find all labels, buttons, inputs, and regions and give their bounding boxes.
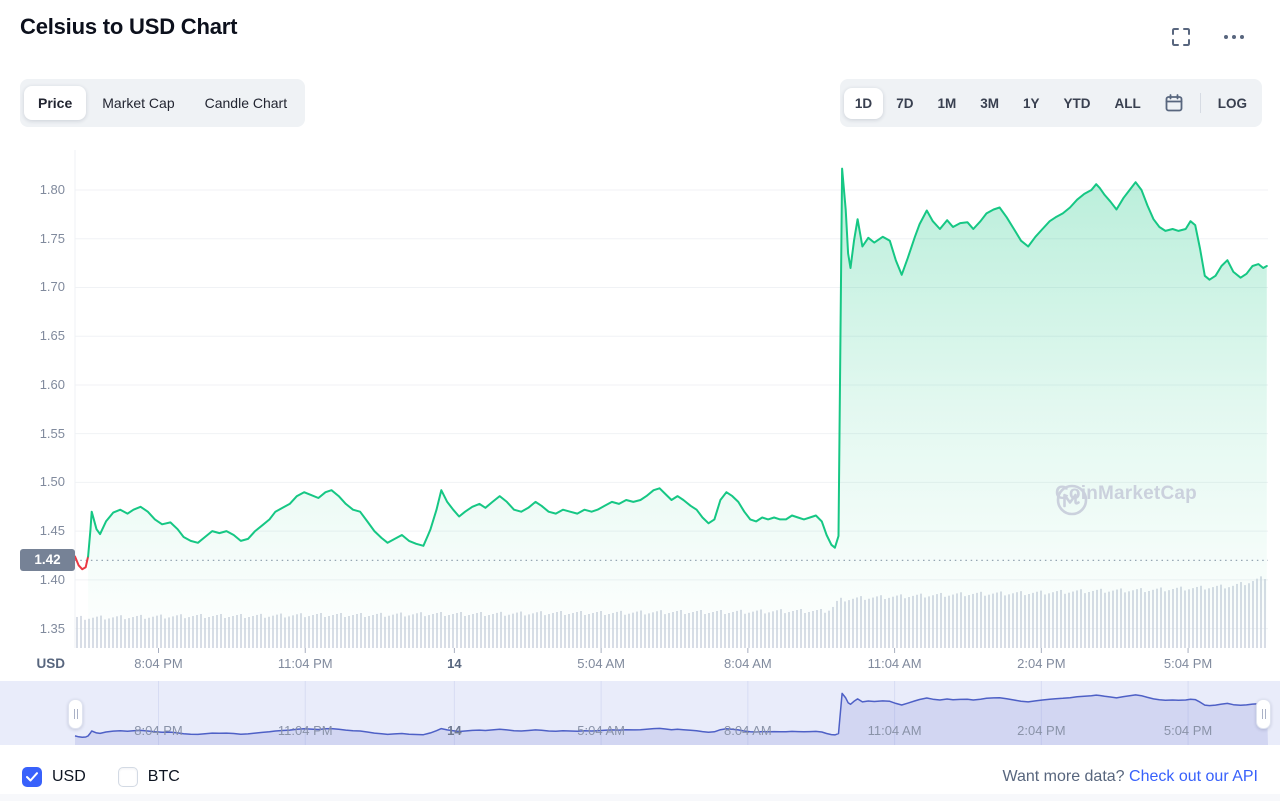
divider [1199,93,1201,113]
navigator-tick-label: 11:04 AM [867,723,922,738]
chart-controls: Price Market Cap Candle Chart 1D 7D 1M 3M 1Y YT… [20,79,1262,127]
currency-label: USD [52,768,86,785]
price-chart-svg [74,150,1268,653]
checked-checkbox-icon[interactable] [22,767,42,787]
chart-footer: USD BTC Want more data? Check out our API [22,758,1258,796]
navigator-right-handle[interactable] [1256,699,1271,729]
x-tick-label: 11:04 AM [867,656,922,671]
coinmarketcap-logo-icon [1056,484,1088,516]
range-7d[interactable]: 7D [885,88,924,119]
range-tabs: 1D 7D 1M 3M 1Y YTD ALL LOG [839,79,1262,127]
navigator-tick-label: 5:04 PM [1163,723,1213,738]
unchecked-checkbox-icon[interactable] [117,767,138,787]
x-tick-label: 2:04 PM [1017,656,1066,671]
currency-toggle-usd[interactable]: USD [22,767,86,787]
currency-toggles: USD BTC [22,767,180,787]
navigator-tick-label: 2:04 PM [1017,723,1066,738]
range-3m[interactable]: 3M [969,88,1010,119]
current-price-badge: 1.42 [20,549,75,572]
x-tick-label: 5:04 AM [577,656,625,671]
currency-toggle-btc[interactable]: BTC [117,767,180,787]
range-1y[interactable]: 1Y [1012,88,1051,119]
log-scale-toggle[interactable]: LOG [1207,88,1258,119]
y-tick-label: 1.35 [39,620,65,636]
x-tick-label: 11:04 PM [277,656,333,671]
navigator-tick-label: 5:04 AM [577,723,625,738]
x-tick-label: 8:04 PM [134,656,183,671]
range-1d[interactable]: 1D [843,87,884,119]
y-tick-label: 1.60 [39,376,65,392]
tab-market-cap[interactable]: Market Cap [88,86,188,120]
fullscreen-icon[interactable] [1170,26,1192,48]
navigator-tick-label: 8:04 AM [723,723,772,738]
cta-text: Want more data? [1002,768,1125,785]
range-ytd[interactable]: YTD [1053,88,1102,119]
chart-navigator[interactable]: 8:04 PM 11:04 PM 14 5:04 AM 8:04 AM 11:04 AM 2… [0,681,1280,745]
watermark-text: CoinMarketCap [1055,483,1197,504]
x-tick-label: 5:04 PM [1163,656,1213,671]
navigator-tick-label: 14 [447,723,462,738]
page-title: Celsius to USD Chart [20,14,238,39]
tab-candle-chart[interactable]: Candle Chart [191,86,302,120]
watermark: CoinMarketCap [1055,483,1197,516]
x-tick-label: 8:04 AM [723,656,772,671]
y-tick-label: 1.50 [39,474,65,490]
y-tick-label: 1.55 [39,425,65,441]
axis-unit-label: USD [36,656,65,671]
section-divider [0,794,1280,801]
navigator-tick-label: 8:04 PM [134,723,183,738]
api-link[interactable]: Check out our API [1129,768,1258,785]
range-all[interactable]: ALL [1104,88,1152,119]
tab-price[interactable]: Price [24,86,87,120]
y-tick-label: 1.75 [39,230,65,246]
x-tick-label: 14 [447,656,462,671]
currency-label: BTC [147,768,180,785]
main-chart: 1.80 1.75 1.70 1.65 1.60 1.55 1.50 1.45 1.40 1.35… [0,150,1280,681]
y-tick-label: 1.45 [39,523,65,539]
range-1m[interactable]: 1M [926,88,967,119]
calendar-icon[interactable] [1154,87,1194,119]
y-tick-label: 1.70 [39,279,65,295]
navigator-tick-label: 11:04 PM [277,723,333,738]
chart-type-tabs: Price Market Cap Candle Chart [20,79,306,127]
y-tick-label: 1.40 [39,571,65,587]
y-tick-label: 1.65 [39,328,65,344]
navigator-left-handle[interactable] [68,699,83,729]
api-cta: Want more data? Check out our API [1002,768,1258,786]
y-tick-label: 1.80 [39,182,65,197]
navigator-svg [74,681,1268,745]
more-options-icon[interactable] [1224,30,1250,44]
